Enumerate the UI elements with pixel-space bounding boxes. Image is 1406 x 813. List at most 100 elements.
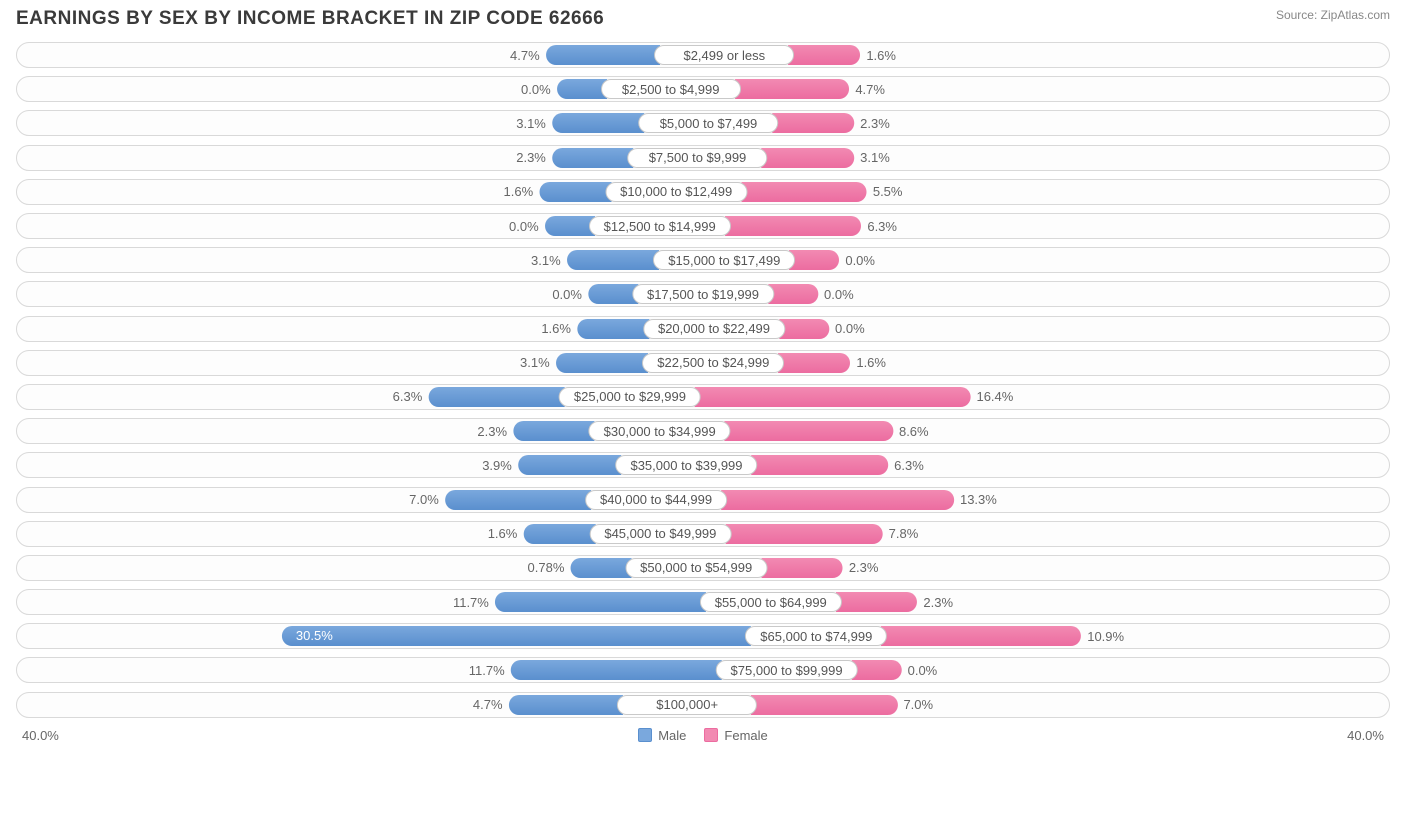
diverging-bar-chart: 4.7% $2,499 or less 1.6% 0.0%$2,500 to $4,9… [0, 34, 1406, 722]
row-track: 0.0%$2,500 to $4,9994.7% [16, 76, 1390, 102]
bracket-pill: $100,000+ [617, 695, 757, 715]
chart-row: 2.3%$30,000 to $34,9998.6% [16, 414, 1390, 448]
row-track: 4.7% $2,499 or less 1.6% [16, 42, 1390, 68]
male-value-label: 0.0% [552, 287, 582, 302]
row-track: 1.6%$45,000 to $49,9997.8% [16, 521, 1390, 547]
female-value-label: 0.0% [824, 287, 854, 302]
legend-item-male: Male [638, 728, 686, 743]
bracket-pill: $2,499 or less [654, 45, 794, 65]
row-center-group: 2.3%$30,000 to $34,9998.6% [477, 421, 928, 441]
female-bar [761, 558, 843, 578]
female-value-label: 7.0% [903, 697, 933, 712]
chart-row: 2.3%$7,500 to $9,9993.1% [16, 141, 1390, 175]
male-bar [428, 387, 565, 407]
bracket-pill: $25,000 to $29,999 [559, 387, 701, 407]
male-bar [588, 284, 638, 304]
male-value-label: 3.9% [482, 458, 512, 473]
bracket-pill: $45,000 to $49,999 [589, 524, 731, 544]
male-bar [513, 421, 595, 441]
row-center-group: 4.7% $2,499 or less 1.6% [510, 45, 896, 65]
legend-swatch-male [638, 728, 652, 742]
female-value-label: 8.6% [899, 424, 929, 439]
row-center-group: 1.6% $20,000 to $22,499 0.0% [541, 319, 864, 339]
female-value-label: 16.4% [976, 389, 1013, 404]
female-bar [852, 660, 902, 680]
female-value-label: 6.3% [894, 458, 924, 473]
chart-row: 0.0%$17,500 to $19,9990.0% [16, 277, 1390, 311]
row-track: 11.7%$55,000 to $64,9992.3% [16, 589, 1390, 615]
female-value-label: 6.3% [867, 219, 897, 234]
row-center-group: 6.3% $25,000 to $29,999 16.4% [393, 387, 1014, 407]
male-value-label: 11.7% [453, 595, 489, 610]
bracket-pill: $20,000 to $22,499 [643, 319, 785, 339]
row-track: 11.7%$75,000 to $99,9990.0% [16, 657, 1390, 683]
male-bar [523, 524, 595, 544]
row-center-group: 0.0% $12,500 to $14,999 6.3% [509, 216, 897, 236]
chart-row: 3.1%$22,500 to $24,9991.6% [16, 346, 1390, 380]
row-track: 2.3%$7,500 to $9,9993.1% [16, 145, 1390, 171]
female-bar [725, 421, 893, 441]
chart-row: 7.0% $40,000 to $44,999 13.3% [16, 482, 1390, 516]
row-center-group: 1.6%$45,000 to $49,9997.8% [488, 524, 919, 544]
bracket-pill: $35,000 to $39,999 [615, 455, 757, 475]
male-bar [552, 148, 634, 168]
male-value-label: 4.7% [473, 697, 503, 712]
chart-footer: 40.0% Male Female 40.0% [0, 722, 1406, 743]
male-value-label: 0.0% [521, 82, 551, 97]
female-value-label: 13.3% [960, 492, 997, 507]
bracket-pill: $12,500 to $14,999 [589, 216, 731, 236]
chart-row: 0.0%$2,500 to $4,9994.7% [16, 72, 1390, 106]
male-value-label: 2.3% [516, 150, 546, 165]
female-value-label: 5.5% [873, 184, 903, 199]
row-track: 3.9% $35,000 to $39,999 6.3% [16, 452, 1390, 478]
legend: Male Female [638, 728, 768, 743]
male-value-label: 1.6% [541, 321, 571, 336]
male-value-label: 4.7% [510, 48, 540, 63]
male-bar [539, 182, 611, 202]
female-bar [721, 490, 954, 510]
row-center-group: 0.0%$17,500 to $19,9990.0% [552, 284, 853, 304]
male-bar [552, 113, 645, 133]
female-value-label: 2.3% [849, 560, 879, 575]
female-bar [778, 353, 850, 373]
bracket-pill: $40,000 to $44,999 [585, 490, 727, 510]
female-bar [751, 695, 897, 715]
row-center-group: 30.5%$65,000 to $74,99910.9% [282, 626, 1124, 646]
female-value-label: 0.0% [908, 663, 938, 678]
chart-row: 3.1%$5,000 to $7,4992.3% [16, 106, 1390, 140]
chart-source: Source: ZipAtlas.com [1276, 8, 1390, 22]
male-bar [567, 250, 660, 270]
female-value-label: 0.0% [835, 321, 865, 336]
row-track: 1.6%$10,000 to $12,4995.5% [16, 179, 1390, 205]
female-value-label: 1.6% [866, 48, 896, 63]
male-value-label: 6.3% [393, 389, 423, 404]
row-center-group: 4.7% $100,000+ 7.0% [473, 695, 933, 715]
legend-label-female: Female [724, 728, 767, 743]
bracket-pill: $75,000 to $99,999 [716, 660, 858, 680]
female-bar [752, 455, 889, 475]
axis-label-right: 40.0% [1347, 728, 1384, 743]
bracket-pill: $10,000 to $12,499 [605, 182, 747, 202]
row-center-group: 3.1%$5,000 to $7,4992.3% [516, 113, 890, 133]
row-center-group: 11.7%$55,000 to $64,9992.3% [453, 592, 953, 612]
male-bar [545, 216, 595, 236]
row-track: 0.0% $12,500 to $14,999 6.3% [16, 213, 1390, 239]
female-value-label: 10.9% [1087, 629, 1124, 644]
female-value-label: 0.0% [845, 253, 875, 268]
bracket-pill: $5,000 to $7,499 [639, 113, 779, 133]
chart-row: 6.3% $25,000 to $29,999 16.4% [16, 380, 1390, 414]
male-bar [445, 490, 591, 510]
legend-label-male: Male [658, 728, 686, 743]
male-bar [518, 455, 622, 475]
bracket-pill: $22,500 to $24,999 [642, 353, 784, 373]
row-center-group: 1.6%$10,000 to $12,4995.5% [504, 182, 903, 202]
male-bar [556, 353, 649, 373]
male-value-label: 7.0% [409, 492, 439, 507]
chart-row: 3.9% $35,000 to $39,999 6.3% [16, 448, 1390, 482]
female-bar [725, 524, 882, 544]
male-bar [577, 319, 649, 339]
male-value-label: 0.0% [509, 219, 539, 234]
row-track: 3.1%$15,000 to $17,4990.0% [16, 247, 1390, 273]
female-value-label: 2.3% [860, 116, 890, 131]
female-bar [762, 148, 855, 168]
